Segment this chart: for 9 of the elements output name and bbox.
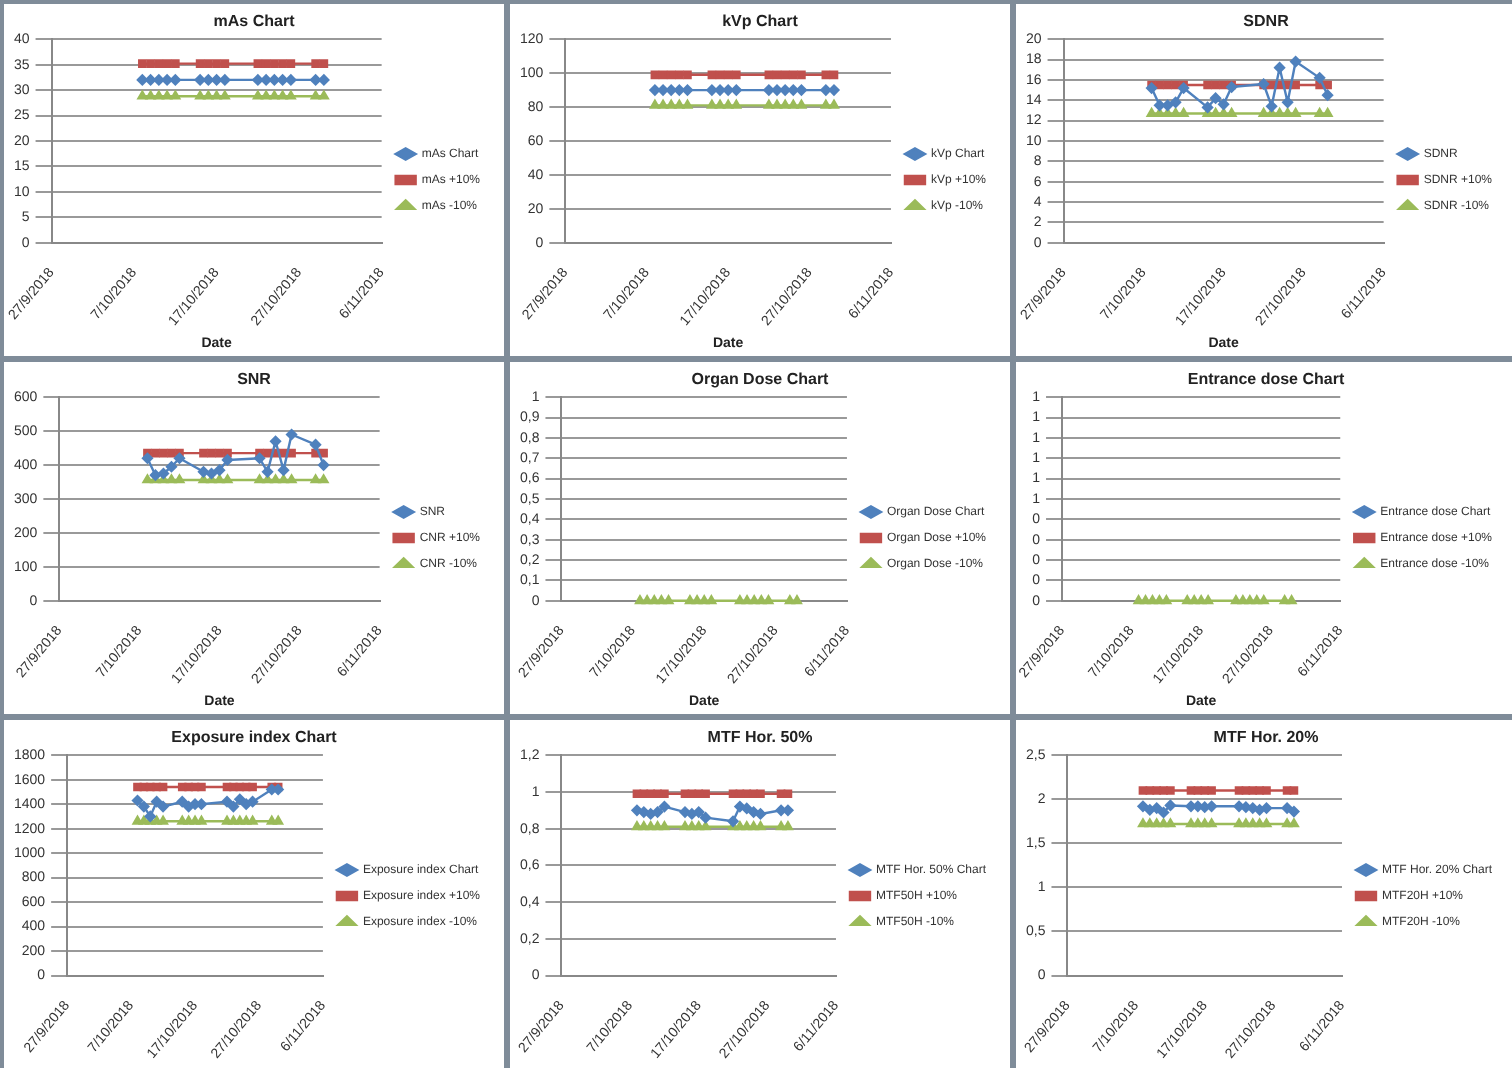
chart-title: Entrance dose Chart (1187, 370, 1345, 389)
chart-title: SDNR (1243, 12, 1290, 31)
chart-title: MTF Hor. 20% (1213, 728, 1319, 747)
chart-title: mAs Chart (213, 12, 296, 31)
chart-title: Organ Dose Chart (691, 370, 830, 389)
chart-title: Exposure index Chart (171, 728, 338, 747)
chart-title: MTF Hor. 50% (707, 728, 813, 747)
chart-title: SNR (237, 370, 272, 389)
chart-title: kVp Chart (722, 12, 799, 31)
